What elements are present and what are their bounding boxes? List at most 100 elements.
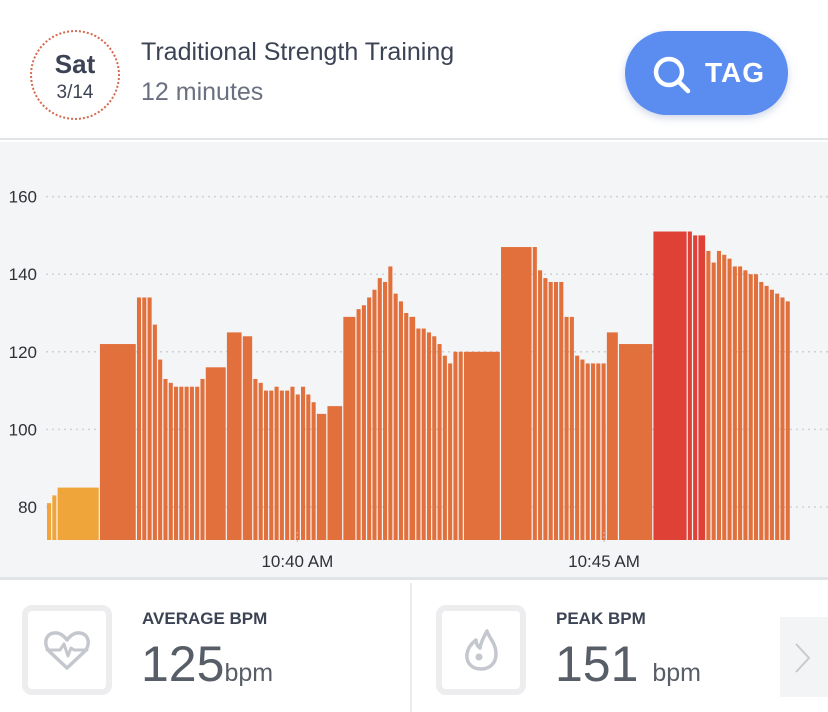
peak-icon-box (436, 605, 526, 695)
hr-bar (311, 402, 316, 540)
hr-bar (147, 297, 152, 540)
hr-bar (242, 336, 253, 540)
hr-bar (706, 250, 711, 541)
hr-bar (748, 274, 753, 540)
average-icon-box (22, 605, 112, 695)
hr-bar (606, 332, 618, 540)
hr-bar (263, 390, 269, 540)
hr-bar (538, 270, 543, 540)
hr-bar (532, 247, 537, 540)
hr-bar (596, 363, 601, 540)
x-tick-label: 10:45 AM (568, 552, 640, 571)
hr-bar (253, 378, 258, 540)
hr-bar (316, 413, 327, 540)
hr-bar (501, 247, 532, 540)
hr-bar (653, 231, 687, 540)
hr-bar (205, 367, 226, 540)
x-tick-label: 10:40 AM (261, 552, 333, 571)
hr-bar (732, 266, 737, 540)
hr-bar (569, 316, 574, 540)
hr-bar (158, 359, 163, 540)
hr-bar (753, 274, 759, 540)
hr-bar (687, 231, 692, 540)
hr-bar (274, 386, 279, 540)
hr-bar (189, 386, 194, 540)
hr-bar (184, 386, 189, 540)
hr-bar (295, 394, 300, 540)
y-tick-label: 80 (18, 498, 37, 517)
hr-bar (722, 254, 727, 541)
hr-bar (785, 301, 790, 540)
hr-bar (47, 503, 52, 540)
peak-bpm-unit: bpm (652, 659, 701, 687)
hr-bar (421, 328, 426, 540)
hr-bar (585, 363, 590, 540)
peak-bpm-card: PEAK BPM 151 bpm (414, 583, 828, 712)
hr-bar (453, 351, 458, 540)
hr-bar (693, 235, 698, 540)
hr-bar (437, 344, 442, 540)
y-tick-label: 140 (9, 265, 37, 284)
date-day: Sat (54, 49, 96, 79)
stats-row: AVERAGE BPM 125bpm PEAK BPM 151 bpm (0, 583, 828, 712)
hr-bar (163, 378, 168, 540)
hr-bar (458, 351, 463, 540)
hr-bar (285, 390, 290, 540)
y-tick-label: 120 (9, 343, 37, 362)
average-bpm-card: AVERAGE BPM 125bpm (0, 583, 412, 712)
hr-bar (759, 281, 764, 540)
hr-bar (142, 297, 147, 540)
hr-bar (580, 359, 585, 540)
hr-bar (553, 281, 559, 540)
heart-pulse-icon (44, 631, 90, 670)
hr-bar (590, 363, 596, 540)
average-bpm-value: 125bpm (141, 635, 273, 693)
hr-bar (327, 406, 343, 540)
hr-bar (426, 332, 432, 540)
average-bpm-number: 125 (141, 636, 225, 692)
date-number: 3/14 (56, 82, 94, 103)
hr-bar (152, 324, 157, 540)
hr-bar (559, 281, 564, 540)
average-bpm-label: AVERAGE BPM (142, 609, 268, 628)
hr-bar (409, 316, 416, 540)
hr-bar (383, 281, 388, 540)
peak-bpm-value: 151 bpm (555, 635, 701, 693)
peak-bpm-label: PEAK BPM (556, 609, 646, 628)
hr-bar (372, 289, 377, 540)
y-tick-label: 160 (9, 188, 37, 207)
hr-bar (448, 363, 453, 540)
hr-bar (738, 266, 743, 540)
hr-bar (575, 355, 580, 540)
hr-bar (775, 293, 780, 540)
hr-bar (279, 390, 284, 540)
hr-bar (361, 305, 366, 540)
y-tick-label: 100 (9, 420, 37, 439)
heart-rate-chart: 80 100 120 140 160 10:40 AM 10:45 AM (0, 142, 828, 580)
date-badge: Sat 3/14 (30, 30, 120, 120)
hr-bar (57, 487, 99, 540)
hr-bar (179, 386, 184, 540)
hr-bar (743, 270, 748, 540)
hr-bar (764, 285, 769, 540)
workout-duration: 12 minutes (141, 78, 264, 106)
hr-bar (398, 301, 403, 540)
hr-bar (195, 386, 200, 540)
hr-bar (716, 250, 722, 541)
hr-bar (769, 289, 774, 540)
hr-bar (136, 297, 142, 540)
hr-bar (377, 278, 382, 540)
hr-bar (442, 355, 447, 540)
peak-bpm-number: 151 (555, 636, 639, 692)
next-stat-button[interactable] (780, 617, 828, 697)
tag-button[interactable]: TAG (625, 31, 788, 115)
hr-bar (388, 266, 393, 540)
hr-bar (463, 351, 500, 540)
hr-bar (269, 390, 274, 540)
hr-bar (601, 363, 606, 540)
workout-header: Sat 3/14 Traditional Strength Training 1… (0, 0, 828, 140)
hr-bar (226, 332, 242, 540)
hr-bar (99, 344, 136, 540)
hr-bar (200, 378, 205, 540)
heart-rate-bar-chart: 80 100 120 140 160 10:40 AM 10:45 AM (9, 188, 828, 571)
